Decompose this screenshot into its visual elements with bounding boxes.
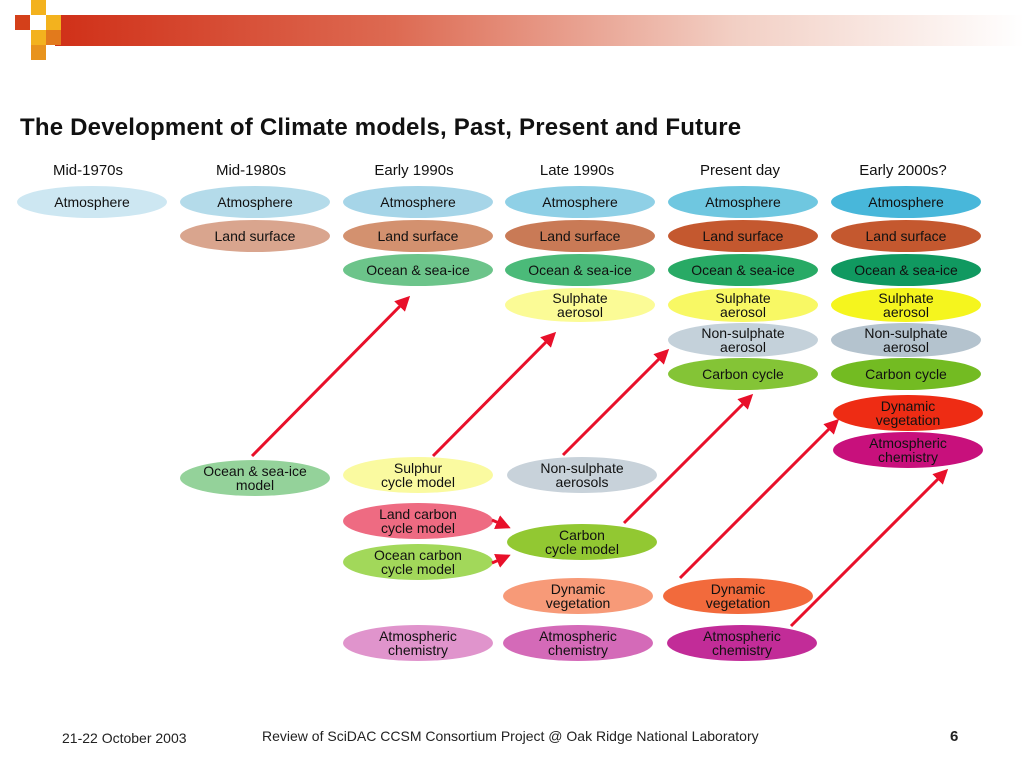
footer-page-number: 6 bbox=[950, 728, 959, 745]
land-surface-label: Land surface bbox=[539, 228, 621, 244]
dynamic-vegetation-model-oval: Dynamic vegetation bbox=[503, 578, 653, 614]
non-sulphate-aerosols-label: Non-sulphate aerosols bbox=[540, 460, 624, 490]
land-surface-oval: Land surface bbox=[505, 220, 655, 252]
carbon-cycle-label: Carbon cycle bbox=[865, 366, 947, 382]
logo-square-icon bbox=[46, 15, 61, 30]
carbon-cycle-model-oval: Carbon cycle model bbox=[507, 524, 657, 560]
era-heading: Late 1990s bbox=[539, 162, 615, 179]
sulphate-aerosol-oval: Sulphate aerosol bbox=[668, 288, 818, 322]
sulphate-aerosol-label: Sulphate aerosol bbox=[715, 290, 771, 320]
sulphate-aerosol-label: Sulphate aerosol bbox=[878, 290, 934, 320]
era-heading: Mid-1970s bbox=[52, 162, 124, 179]
ocean-sea-ice-model-oval: Ocean & sea-ice model bbox=[180, 460, 330, 496]
logo-square-icon bbox=[15, 15, 30, 30]
ocean-sea-ice-label: Ocean & sea-ice bbox=[691, 262, 795, 278]
atmosphere-label: Atmosphere bbox=[868, 194, 944, 210]
land-surface-oval: Land surface bbox=[831, 220, 981, 252]
atmospheric-chemistry-model-oval: Atmospheric chemistry bbox=[343, 625, 493, 661]
arrow-land-carbon-to-carbon-model bbox=[491, 515, 511, 530]
atmosphere-label: Atmosphere bbox=[705, 194, 781, 210]
atmosphere-oval: Atmosphere bbox=[505, 186, 655, 218]
logo-square-icon bbox=[31, 0, 46, 15]
atmosphere-oval: Atmosphere bbox=[831, 186, 981, 218]
atmospheric-chemistry-label: Atmospheric chemistry bbox=[869, 435, 947, 465]
dynamic-vegetation-label: Dynamic vegetation bbox=[875, 398, 941, 428]
arrow-sulphur-to-sulphate bbox=[431, 331, 557, 458]
atmosphere-oval: Atmosphere bbox=[17, 186, 167, 218]
ocean-sea-ice-oval: Ocean & sea-ice bbox=[343, 254, 493, 286]
ocean-sea-ice-oval: Ocean & sea-ice bbox=[668, 254, 818, 286]
ocean-sea-ice-label: Ocean & sea-ice bbox=[528, 262, 632, 278]
logo-square-icon bbox=[46, 30, 61, 45]
dynamic-vegetation-model-oval: Dynamic vegetation bbox=[663, 578, 813, 614]
non-sulphate-aerosol-oval: Non-sulphate aerosol bbox=[831, 323, 981, 357]
carbon-cycle-label: Carbon cycle bbox=[702, 366, 784, 382]
sulphate-aerosol-oval: Sulphate aerosol bbox=[831, 288, 981, 322]
atmospheric-chemistry-model-label: Atmospheric chemistry bbox=[703, 628, 781, 658]
atmospheric-chemistry-model-label: Atmospheric chemistry bbox=[539, 628, 617, 658]
atmosphere-label: Atmosphere bbox=[54, 194, 130, 210]
ocean-sea-ice-label: Ocean & sea-ice bbox=[366, 262, 470, 278]
land-surface-label: Land surface bbox=[865, 228, 947, 244]
atmosphere-oval: Atmosphere bbox=[343, 186, 493, 218]
atmosphere-label: Atmosphere bbox=[380, 194, 456, 210]
logo-square-icon bbox=[31, 45, 46, 60]
logo-square-icon bbox=[31, 30, 46, 45]
ocean-sea-ice-oval: Ocean & sea-ice bbox=[505, 254, 655, 286]
land-surface-label: Land surface bbox=[214, 228, 296, 244]
footer-center-text: Review of SciDAC CCSM Consortium Project… bbox=[262, 728, 759, 744]
arrow-ocean-model-to-ocean bbox=[250, 295, 411, 458]
sulphur-cycle-model-oval: Sulphur cycle model bbox=[343, 457, 493, 493]
land-surface-oval: Land surface bbox=[343, 220, 493, 252]
non-sulphate-aerosol-oval: Non-sulphate aerosol bbox=[668, 323, 818, 357]
land-carbon-cycle-model-oval: Land carbon cycle model bbox=[343, 503, 493, 539]
page-title: The Development of Climate models, Past,… bbox=[20, 114, 742, 141]
atmosphere-oval: Atmosphere bbox=[180, 186, 330, 218]
atmosphere-label: Atmosphere bbox=[217, 194, 293, 210]
land-surface-oval: Land surface bbox=[180, 220, 330, 252]
ocean-sea-ice-model-label: Ocean & sea-ice model bbox=[203, 463, 307, 493]
atmospheric-chemistry-model-oval: Atmospheric chemistry bbox=[667, 625, 817, 661]
atmospheric-chemistry-oval: Atmospheric chemistry bbox=[833, 432, 983, 468]
atmosphere-label: Atmosphere bbox=[542, 194, 618, 210]
carbon-cycle-model-label: Carbon cycle model bbox=[545, 527, 619, 557]
land-surface-label: Land surface bbox=[702, 228, 784, 244]
dynamic-vegetation-model-label: Dynamic vegetation bbox=[545, 581, 611, 611]
arrow-nonsulphate-to-aerosol bbox=[561, 348, 670, 457]
dynamic-vegetation-oval: Dynamic vegetation bbox=[833, 395, 983, 431]
era-heading: Mid-1980s bbox=[215, 162, 287, 179]
era-heading: Early 2000s? bbox=[859, 162, 947, 179]
land-carbon-cycle-model-label: Land carbon cycle model bbox=[379, 506, 457, 536]
non-sulphate-aerosol-label: Non-sulphate aerosol bbox=[864, 325, 948, 355]
header-gradient-bar bbox=[55, 15, 1024, 46]
atmospheric-chemistry-model-oval: Atmospheric chemistry bbox=[503, 625, 653, 661]
footer-date: 21-22 October 2003 bbox=[62, 730, 187, 746]
ocean-sea-ice-label: Ocean & sea-ice bbox=[854, 262, 958, 278]
arrow-ocean-carbon-to-carbon-model bbox=[491, 553, 511, 568]
carbon-cycle-oval: Carbon cycle bbox=[668, 358, 818, 390]
non-sulphate-aerosols-oval: Non-sulphate aerosols bbox=[507, 457, 657, 493]
era-heading: Present day bbox=[699, 162, 781, 179]
era-heading: Early 1990s bbox=[374, 162, 454, 179]
arrow-chemistry-to-atmospheric-chemistry bbox=[789, 468, 949, 628]
sulphate-aerosol-label: Sulphate aerosol bbox=[552, 290, 608, 320]
atmosphere-oval: Atmosphere bbox=[668, 186, 818, 218]
land-surface-label: Land surface bbox=[377, 228, 459, 244]
non-sulphate-aerosol-label: Non-sulphate aerosol bbox=[701, 325, 785, 355]
atmospheric-chemistry-model-label: Atmospheric chemistry bbox=[379, 628, 457, 658]
carbon-cycle-oval: Carbon cycle bbox=[831, 358, 981, 390]
ocean-carbon-cycle-model-label: Ocean carbon cycle model bbox=[374, 547, 462, 577]
sulphur-cycle-model-label: Sulphur cycle model bbox=[381, 460, 455, 490]
sulphate-aerosol-oval: Sulphate aerosol bbox=[505, 288, 655, 322]
land-surface-oval: Land surface bbox=[668, 220, 818, 252]
ocean-sea-ice-oval: Ocean & sea-ice bbox=[831, 254, 981, 286]
ocean-carbon-cycle-model-oval: Ocean carbon cycle model bbox=[343, 544, 493, 580]
arrow-carbon-model-to-carbon-cycle bbox=[622, 393, 754, 525]
dynamic-vegetation-model-label: Dynamic vegetation bbox=[705, 581, 771, 611]
arrow-vegetation-to-dynamic-vegetation bbox=[678, 418, 840, 580]
